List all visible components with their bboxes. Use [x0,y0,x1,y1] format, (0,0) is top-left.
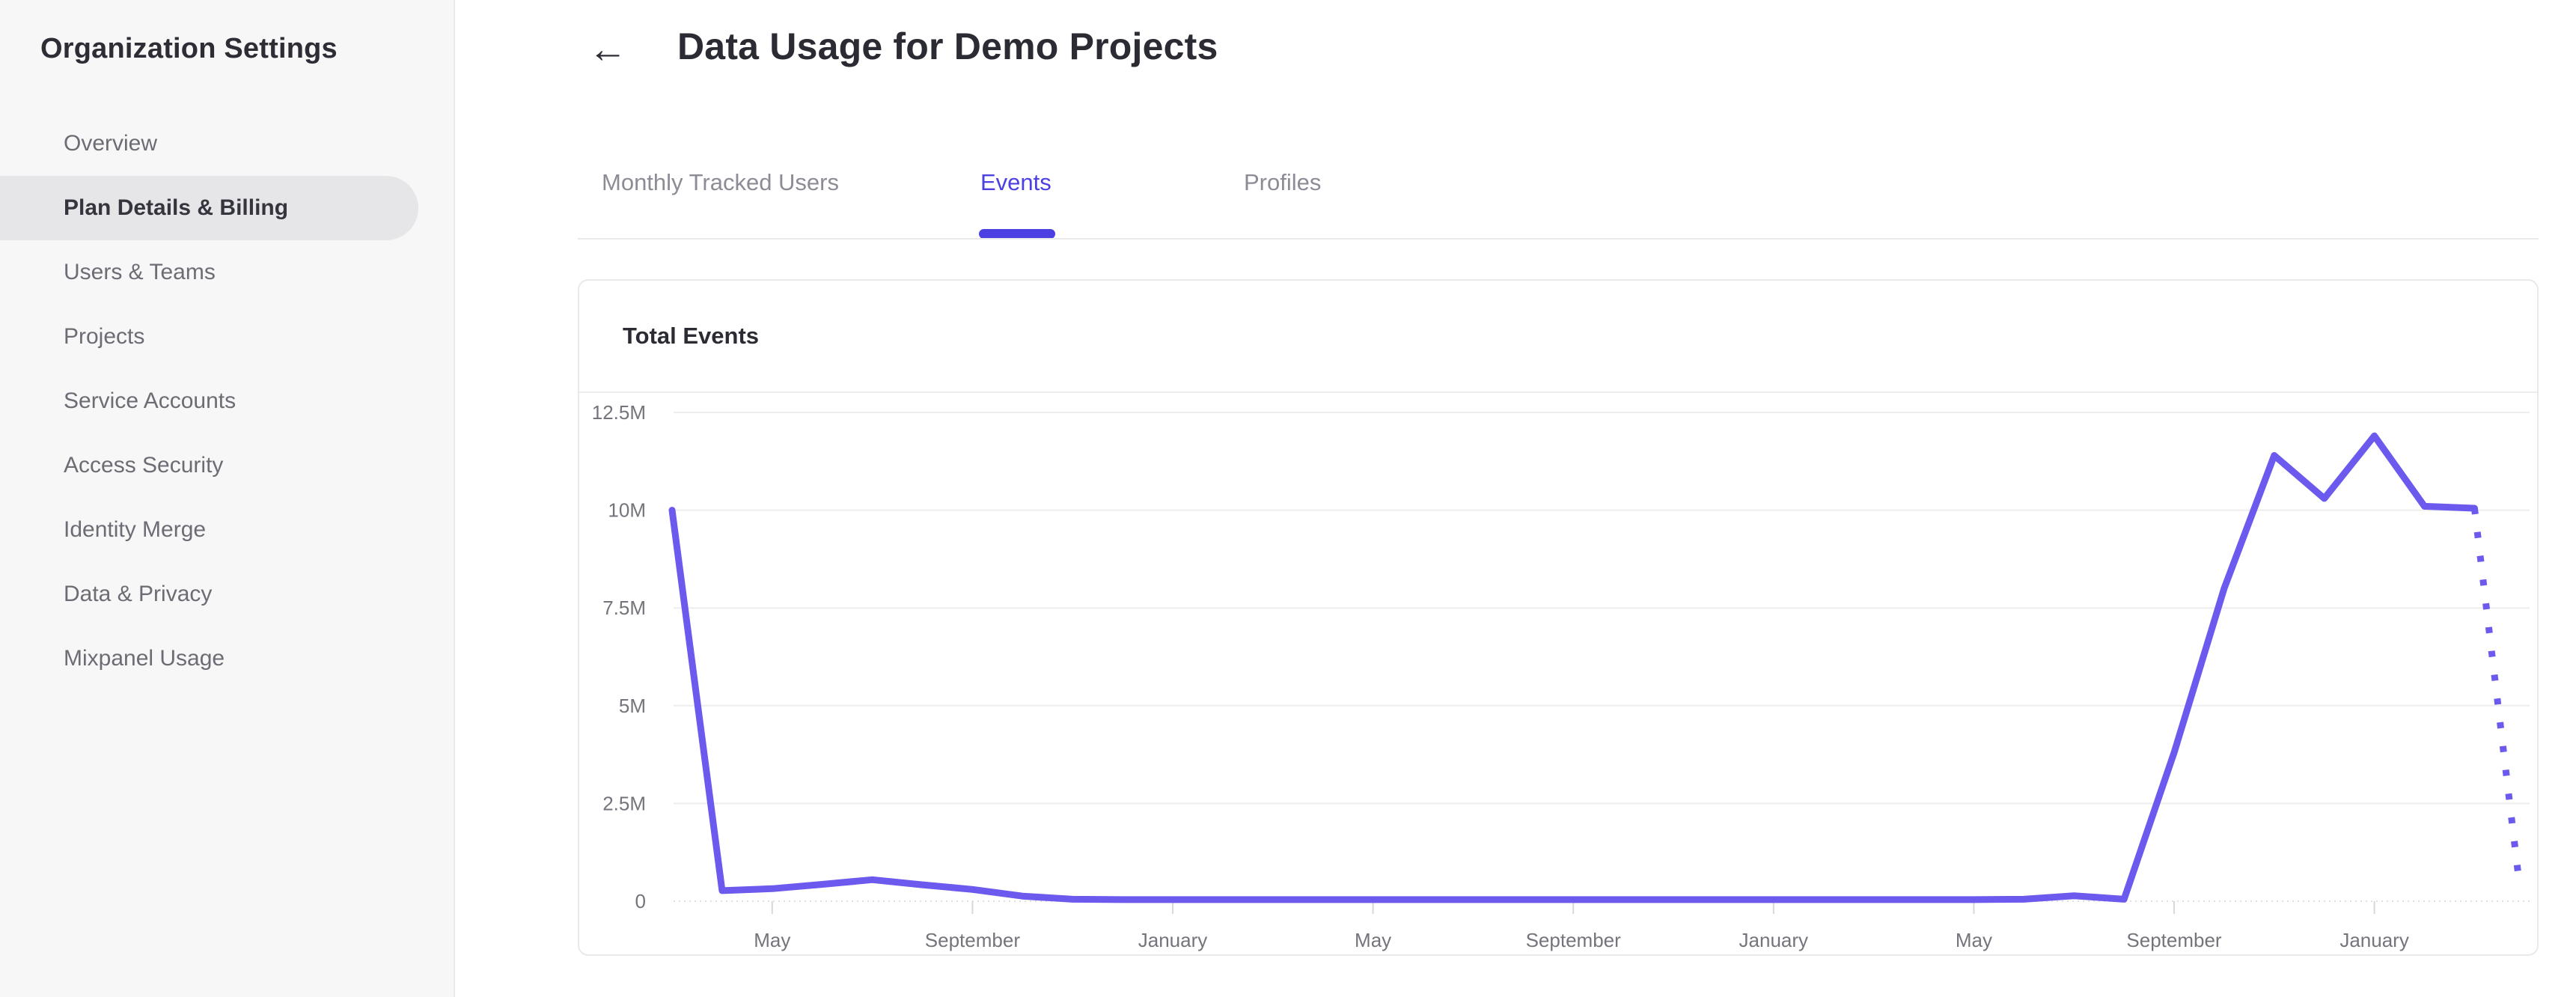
y-axis-label: 0 [635,890,646,912]
active-tab-indicator [979,229,1055,239]
x-axis-label: January [1138,929,1208,951]
total-events-card: Total Events [578,279,2539,956]
sidebar-item-data-privacy[interactable]: Data & Privacy [64,582,213,606]
y-axis-label: 2.5M [602,792,646,814]
card-title: Total Events [623,323,760,349]
back-button[interactable]: ← [588,25,641,73]
x-axis-label: September [2126,929,2222,951]
y-axis-label: 5M [619,695,646,717]
sidebar-item-users-teams[interactable]: Users & Teams [64,260,216,284]
y-axis-label: 7.5M [602,597,646,619]
sidebar-item-projects[interactable]: Projects [64,324,145,349]
y-axis-label: 12.5M [592,401,646,424]
sidebar-nav: Overview Plan Details & Billing Users & … [0,112,455,691]
sidebar-item-mixpanel-usage[interactable]: Mixpanel Usage [64,646,225,671]
tab-monthly-tracked-users[interactable]: Monthly Tracked Users [602,169,839,195]
tabs-divider [578,238,2539,240]
x-axis-label: May [754,929,790,951]
card-header: Total Events [579,281,2537,393]
events-line [668,432,2478,903]
back-arrow-icon: ← [588,28,627,71]
sidebar-item-overview[interactable]: Overview [64,131,158,156]
chart-area: 0 2.5M 5M 7.5M 10M 12.5M May September January Ma… [578,393,2539,956]
sidebar-item-access-security[interactable]: Access Security [64,453,224,478]
sidebar-title: Organization Settings [40,33,338,64]
sidebar-item-plan-details-billing[interactable]: Plan Details & Billing [0,176,418,240]
x-axis-label: January [1739,929,1809,951]
sidebar: Organization Settings Overview Plan Deta… [0,0,455,997]
events-chart-svg: 0 2.5M 5M 7.5M 10M 12.5M May September January Ma… [592,401,2530,951]
x-axis-label: May [1956,929,1992,951]
tab-events[interactable]: Events [980,169,1052,195]
tab-profiles[interactable]: Profiles [1244,169,1322,195]
x-axis-label: January [2340,929,2409,951]
y-axis-label: 10M [608,499,646,522]
sidebar-item-identity-merge[interactable]: Identity Merge [64,517,207,542]
x-axis-label: September [925,929,1021,951]
events-line-projected [2470,507,2524,886]
page-title: Data Usage for Demo Projects [677,25,1218,67]
x-axis-label: May [1355,929,1391,951]
sidebar-item-service-accounts[interactable]: Service Accounts [64,388,236,413]
x-axis-label: September [1526,929,1622,951]
